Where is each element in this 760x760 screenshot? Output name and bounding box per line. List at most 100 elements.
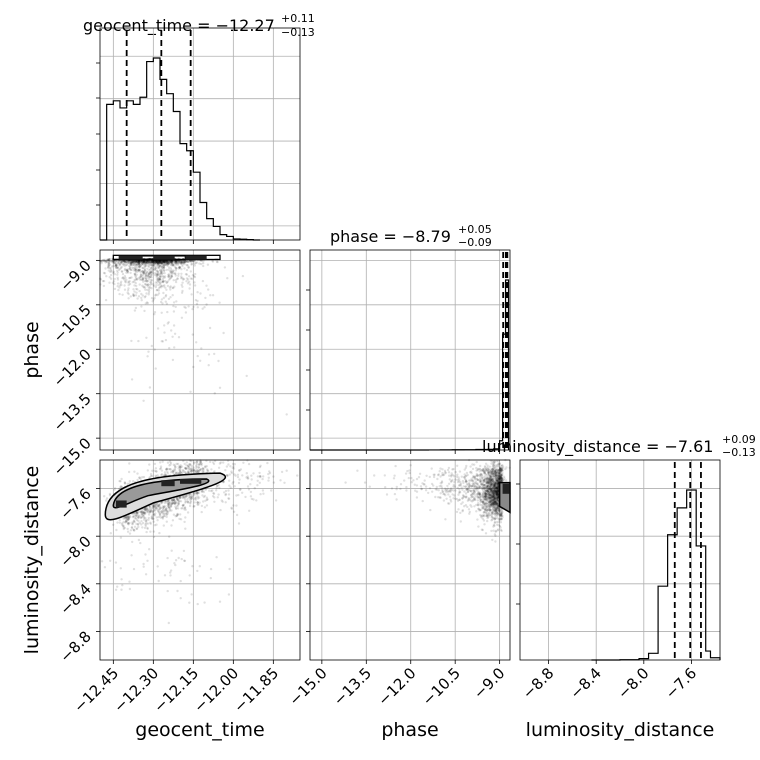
scatter-point xyxy=(172,470,175,473)
scatter-point xyxy=(165,281,168,284)
scatter-point xyxy=(190,260,193,263)
scatter-point xyxy=(148,261,151,264)
scatter-point xyxy=(187,275,191,278)
scatter-point xyxy=(108,257,112,261)
scatter-point xyxy=(154,261,158,264)
scatter-point xyxy=(142,259,146,263)
scatter-point xyxy=(142,270,146,273)
scatter-point xyxy=(156,519,159,522)
scatter-point xyxy=(184,508,187,511)
scatter-point xyxy=(136,478,139,482)
scatter-point xyxy=(176,277,179,281)
scatter-point xyxy=(156,263,159,266)
scatter-point xyxy=(154,261,157,264)
ylabel-luminosity-distance: luminosity_distance xyxy=(21,466,43,655)
scatter-point xyxy=(133,525,137,528)
scatter-point xyxy=(146,279,150,283)
scatter-point xyxy=(138,261,141,265)
scatter-point xyxy=(163,324,166,327)
scatter-point xyxy=(139,541,142,545)
scatter-point xyxy=(105,497,109,500)
scatter-point xyxy=(203,506,207,509)
scatter-point xyxy=(123,284,126,287)
scatter-point xyxy=(143,260,146,263)
scatter-point xyxy=(156,261,159,264)
scatter-point xyxy=(146,283,150,286)
scatter-point xyxy=(180,261,183,264)
scatter-point xyxy=(145,261,148,264)
scatter-point xyxy=(185,260,188,263)
scatter-point xyxy=(145,261,149,264)
scatter-point xyxy=(180,262,183,265)
scatter-point xyxy=(143,269,147,272)
scatter-point xyxy=(139,516,142,519)
scatter-point xyxy=(160,269,163,273)
scatter-point xyxy=(126,260,129,264)
scatter-point xyxy=(142,562,145,566)
scatter-point xyxy=(137,260,141,263)
scatter-point xyxy=(168,262,171,266)
scatter-point xyxy=(120,280,123,283)
scatter-point xyxy=(129,295,132,298)
scatter-point xyxy=(142,260,145,263)
scatter-point xyxy=(131,260,134,264)
scatter-point xyxy=(480,528,484,531)
scatter-point xyxy=(132,528,135,531)
scatter-point xyxy=(131,261,135,264)
scatter-point xyxy=(262,492,265,495)
scatter-point xyxy=(137,262,140,266)
scatter-point xyxy=(153,462,157,466)
scatter-point xyxy=(133,284,136,287)
scatter-point xyxy=(152,505,155,508)
scatter-point xyxy=(129,268,133,272)
scatter-point xyxy=(207,364,210,367)
scatter-point xyxy=(133,272,137,276)
scatter-point xyxy=(160,298,164,301)
scatter-point xyxy=(144,573,148,576)
scatter-point xyxy=(165,259,168,263)
scatter-point xyxy=(133,290,136,293)
scatter-point xyxy=(153,348,156,351)
scatter-point xyxy=(147,262,151,265)
scatter-point xyxy=(142,263,145,266)
scatter-point xyxy=(149,268,152,271)
scatter-point xyxy=(165,302,169,305)
scatter-point xyxy=(150,276,153,279)
scatter-point xyxy=(158,260,161,263)
scatter-point xyxy=(162,260,166,264)
scatter-point xyxy=(137,261,140,264)
scatter-point xyxy=(188,283,192,286)
scatter-point xyxy=(169,502,173,505)
scatter-point xyxy=(172,310,176,313)
scatter-point xyxy=(196,291,199,294)
scatter-point xyxy=(249,483,252,486)
scatter-point xyxy=(133,470,136,473)
scatter-point xyxy=(180,261,184,264)
scatter-point xyxy=(165,262,168,265)
scatter-point xyxy=(205,504,209,507)
scatter-point xyxy=(160,280,163,284)
scatter-point xyxy=(128,265,132,268)
scatter-point xyxy=(174,280,178,284)
scatter-point xyxy=(130,261,133,264)
scatter-point xyxy=(123,275,127,278)
scatter-point xyxy=(130,261,133,264)
scatter-point xyxy=(148,548,151,551)
scatter-point xyxy=(169,260,172,263)
scatter-point xyxy=(178,499,181,503)
scatter-point xyxy=(212,462,216,466)
scatter-point xyxy=(139,261,142,264)
scatter-point xyxy=(142,266,145,270)
scatter-point xyxy=(184,516,187,519)
scatter-point xyxy=(141,273,144,276)
scatter-point xyxy=(101,259,105,262)
title-geocent-time-minus: −0.13 xyxy=(281,26,315,39)
scatter-point xyxy=(215,260,219,263)
scatter-point xyxy=(107,258,111,261)
scatter-point xyxy=(244,495,247,499)
scatter-point xyxy=(157,277,160,280)
scatter-point xyxy=(187,466,190,469)
scatter-point xyxy=(212,492,216,495)
scatter-point xyxy=(153,524,157,527)
scatter-point xyxy=(168,278,171,281)
